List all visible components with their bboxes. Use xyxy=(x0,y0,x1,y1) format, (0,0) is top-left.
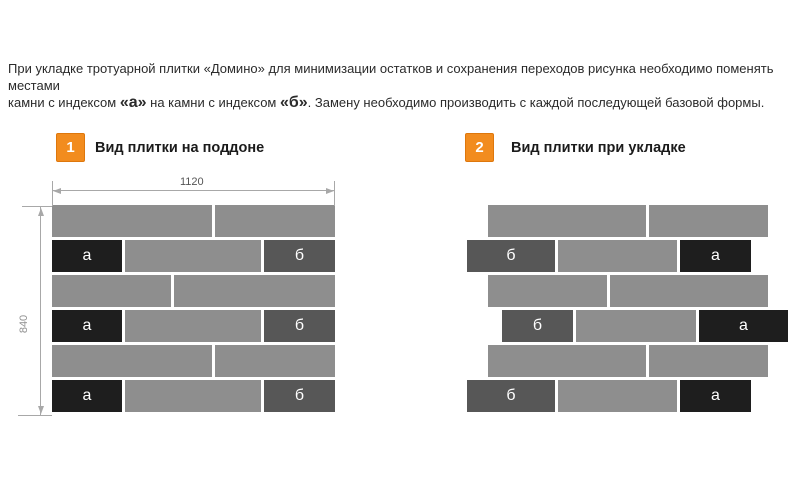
tile-plain xyxy=(125,310,261,342)
dim-tick-bottom xyxy=(18,415,52,416)
tile-index-b: б xyxy=(467,240,555,272)
tile-index-a: а xyxy=(699,310,788,342)
tile-index-a: а xyxy=(680,240,751,272)
tile-index-b: б xyxy=(264,380,335,412)
section-2-number-badge: 2 xyxy=(465,133,494,162)
tile-index-b: б xyxy=(467,380,555,412)
intro-paragraph: При укладке тротуарной плитки «Домино» д… xyxy=(8,60,796,111)
tile-index-a: а xyxy=(52,380,122,412)
dim-line-vertical xyxy=(40,207,41,415)
tile-plain xyxy=(215,345,335,377)
tile-plain xyxy=(174,275,335,307)
tile-plain xyxy=(488,345,646,377)
intro-line2-mid: на камни с индексом xyxy=(146,95,280,110)
tile-plain xyxy=(649,345,768,377)
section-1-number-badge: 1 xyxy=(56,133,85,162)
dim-tick-top xyxy=(22,206,52,207)
dim-arrow-up-icon xyxy=(37,208,44,216)
tile-plain xyxy=(558,380,677,412)
tile-plain xyxy=(125,380,261,412)
tile-index-b: б xyxy=(502,310,573,342)
tile-index-a: а xyxy=(52,310,122,342)
section-1-title: Вид плитки на поддоне xyxy=(95,140,265,156)
dim-extension-left xyxy=(52,181,53,206)
tile-plain xyxy=(52,345,212,377)
tile-plain xyxy=(52,205,212,237)
dim-arrow-down-icon xyxy=(37,406,44,414)
tile-index-b: б xyxy=(264,240,335,272)
intro-line1: При укладке тротуарной плитки «Домино» д… xyxy=(8,61,774,93)
dim-extension-right xyxy=(334,181,335,206)
intro-line2-post: . Замену необходимо производить с каждой… xyxy=(307,95,765,110)
tile-index-b: б xyxy=(264,310,335,342)
tile-plain xyxy=(576,310,696,342)
tile-index-a: а xyxy=(680,380,751,412)
index-b-bold: «б» xyxy=(279,94,308,111)
index-a-bold: «а» xyxy=(119,94,147,111)
tile-plain xyxy=(610,275,768,307)
section-2-title: Вид плитки при укладке xyxy=(511,140,686,156)
tile-plain xyxy=(52,275,171,307)
tile-plain xyxy=(215,205,335,237)
dim-arrow-left-icon xyxy=(53,187,61,194)
intro-line2-pre: камни с индексом xyxy=(8,95,120,110)
dim-line-horizontal xyxy=(52,190,335,191)
tile-plain xyxy=(649,205,768,237)
tile-plain xyxy=(488,205,646,237)
tile-plain xyxy=(488,275,607,307)
tile-index-a: а xyxy=(52,240,122,272)
tile-plain xyxy=(558,240,677,272)
dim-arrow-right-icon xyxy=(326,187,334,194)
tile-plain xyxy=(125,240,261,272)
dim-width-label: 1120 xyxy=(180,176,204,188)
dim-height-label: 840 xyxy=(18,314,31,334)
